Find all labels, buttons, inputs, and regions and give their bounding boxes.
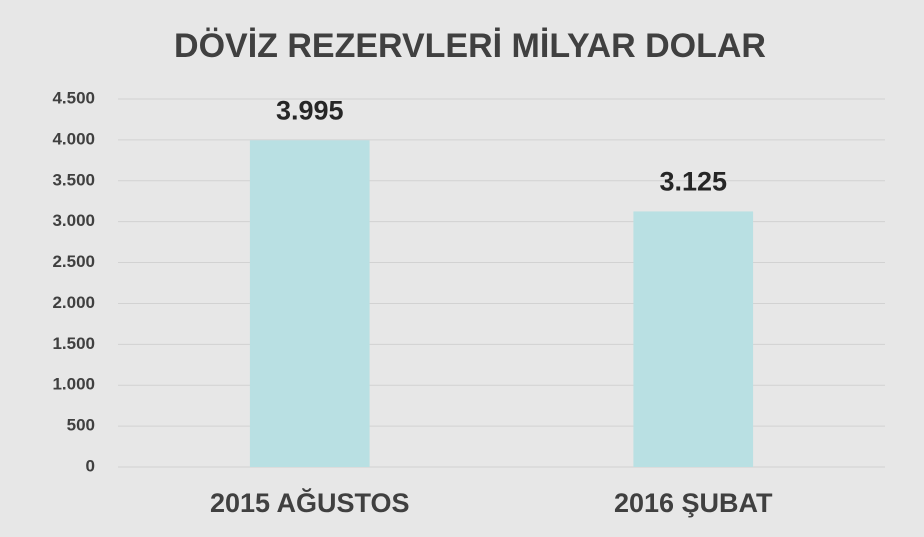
chart-title: DÖVİZ REZERVLERİ MİLYAR DOLAR bbox=[174, 27, 766, 65]
y-tick-label: 0 bbox=[86, 456, 95, 475]
y-tick-label: 500 bbox=[67, 416, 95, 435]
y-tick-label: 4.500 bbox=[52, 88, 95, 107]
y-tick-label: 2.500 bbox=[52, 252, 95, 271]
y-tick-label: 1.000 bbox=[52, 375, 95, 394]
value-label: 3.125 bbox=[659, 167, 727, 197]
x-tick-label: 2015 AĞUSTOS bbox=[210, 487, 410, 518]
y-tick-label: 4.000 bbox=[52, 129, 95, 148]
y-tick-label: 3.500 bbox=[52, 170, 95, 189]
y-tick-label: 1.500 bbox=[52, 334, 95, 353]
y-tick-label: 2.000 bbox=[52, 293, 95, 312]
x-tick-label: 2016 ŞUBAT bbox=[614, 488, 773, 518]
value-label: 3.995 bbox=[276, 95, 344, 125]
bar bbox=[249, 140, 370, 467]
bar bbox=[633, 211, 754, 467]
y-tick-label: 3.000 bbox=[52, 211, 95, 230]
